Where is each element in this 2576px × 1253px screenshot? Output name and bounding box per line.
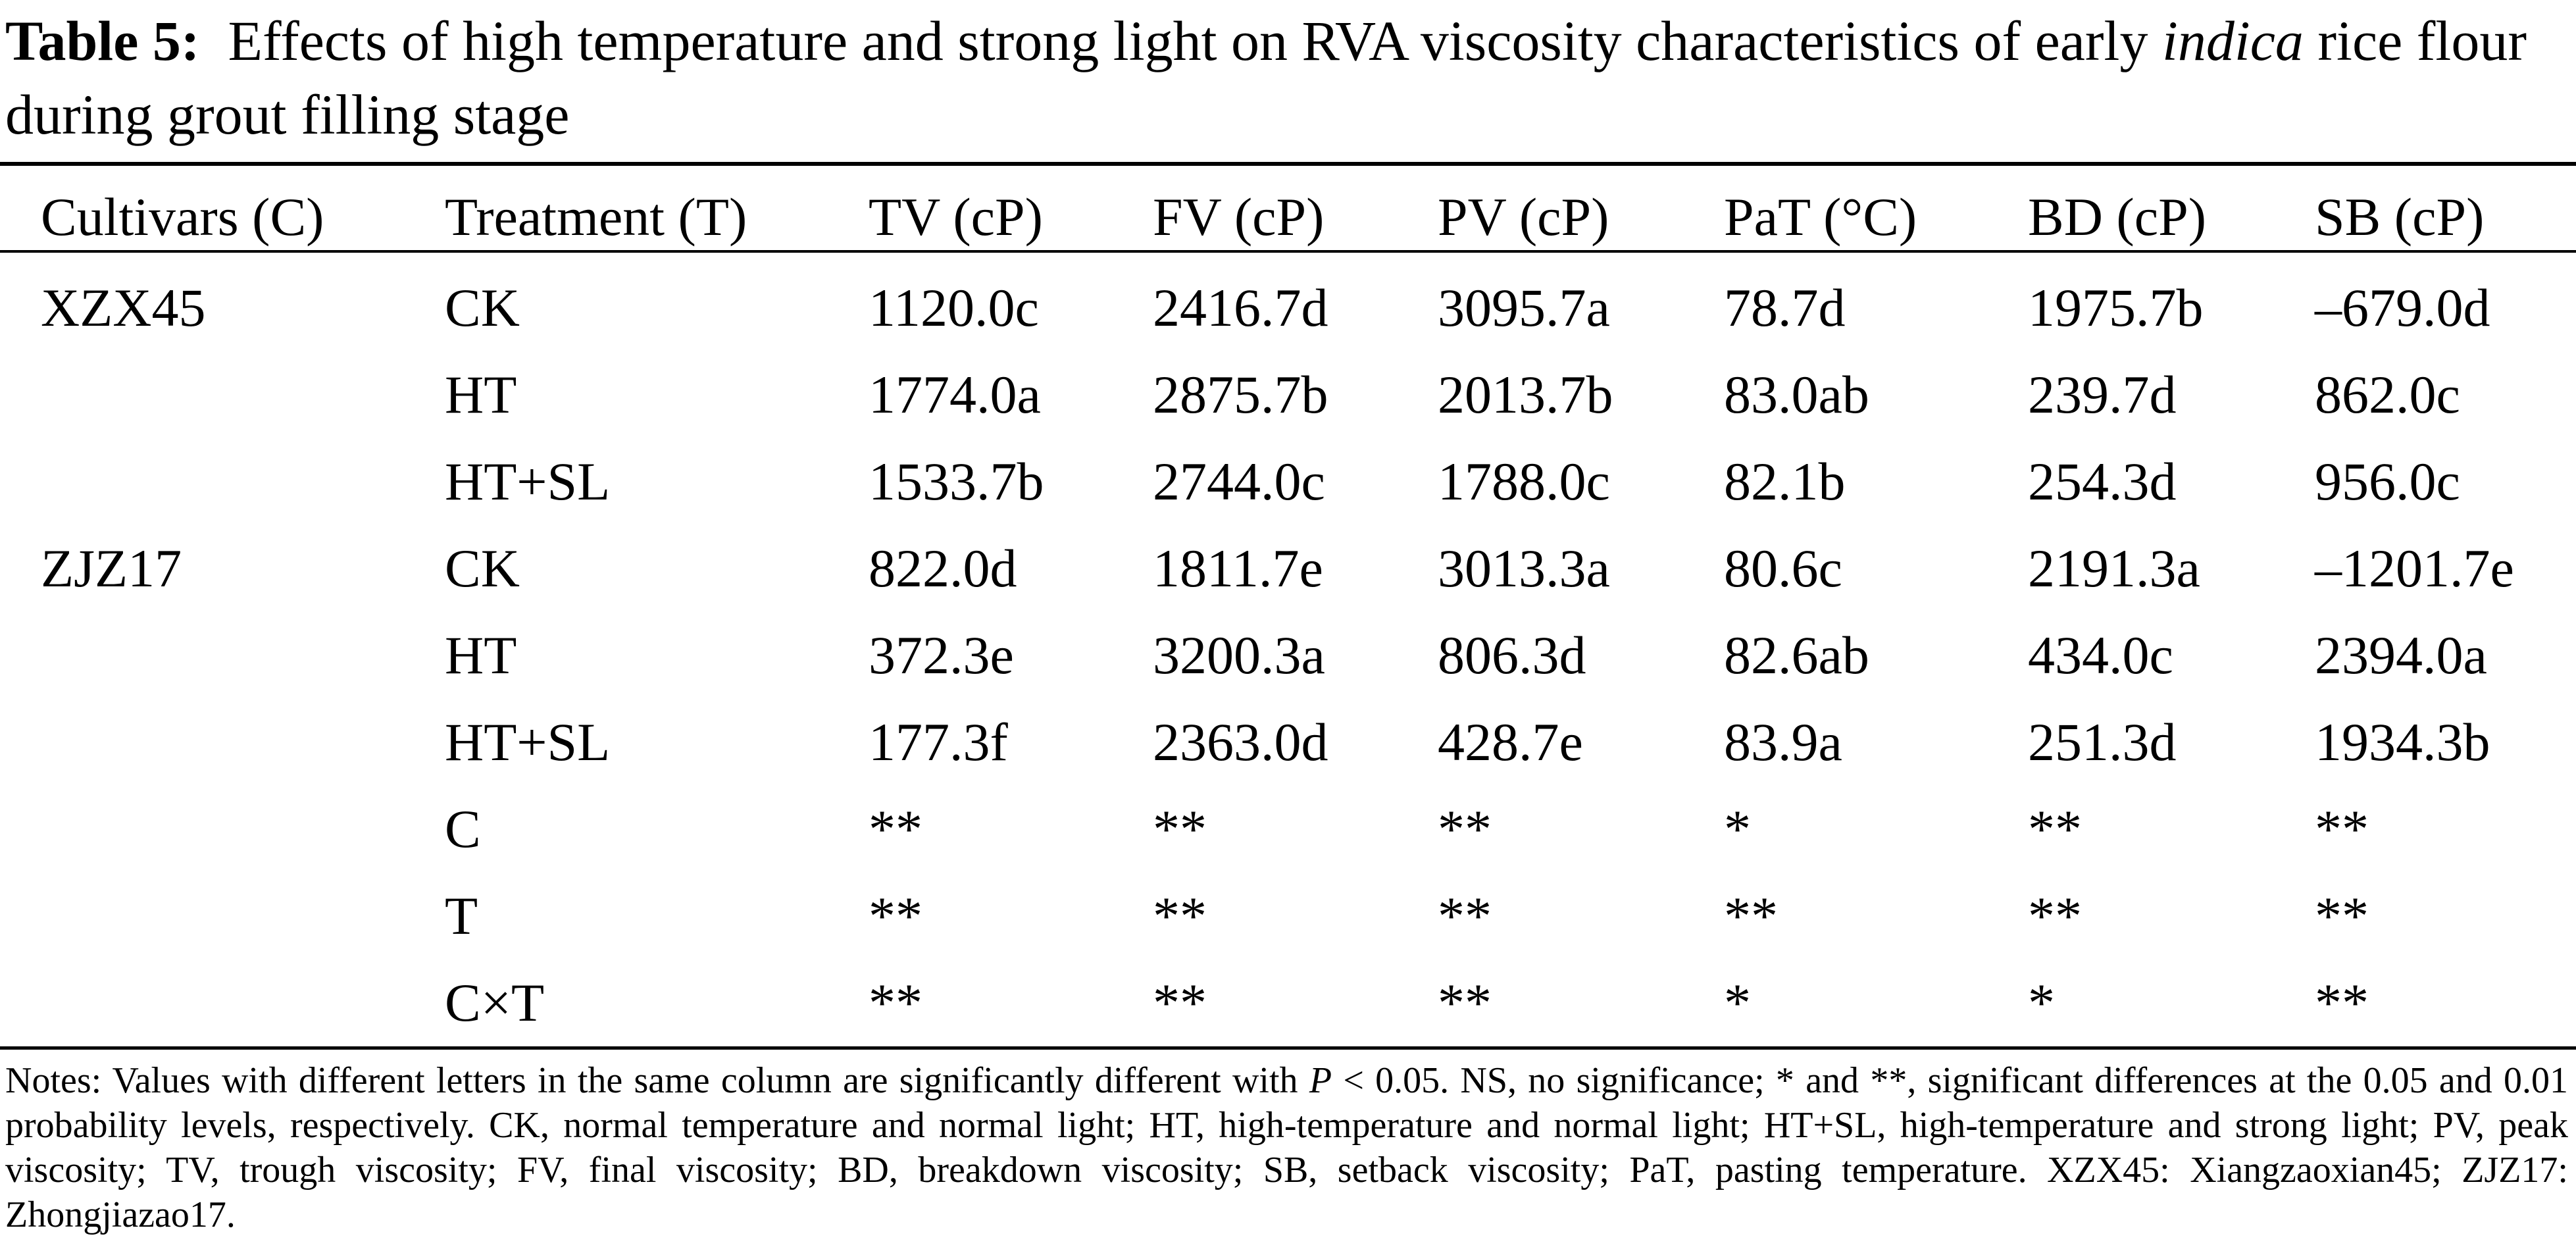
cell-bd: 254.3d: [2028, 451, 2177, 511]
header-fv: FV (cP): [1153, 187, 1325, 247]
cell-pat: **: [1724, 886, 1778, 946]
table-row: T ** ** ** ** ** **: [0, 884, 2576, 970]
header-treatment: Treatment (T): [445, 187, 747, 247]
cell-tv: **: [869, 973, 922, 1033]
cell-bd: **: [2028, 886, 2082, 946]
cell-fv: 1811.7e: [1153, 538, 1323, 598]
cell-tv: 822.0d: [869, 538, 1017, 598]
table-row: HT+SL 1533.7b 2744.0c 1788.0c 82.1b 254.…: [0, 450, 2576, 536]
cell-pv: 1788.0c: [1438, 451, 1610, 511]
cell-treatment: CK: [445, 278, 520, 338]
header-pv: PV (cP): [1438, 187, 1609, 247]
cell-pat: 82.6ab: [1724, 625, 1869, 685]
cell-bd: 434.0c: [2028, 625, 2173, 685]
cell-sb: **: [2315, 973, 2369, 1033]
header-bd: BD (cP): [2028, 187, 2207, 247]
cell-pat: 83.9a: [1724, 712, 1842, 772]
caption-text: Effects of high temperature and strong l…: [228, 9, 2148, 72]
cell-treatment: HT: [445, 625, 517, 685]
notes-text: Notes: Values with different letters in …: [5, 1060, 1298, 1101]
cell-tv: 1774.0a: [869, 365, 1041, 424]
cell-fv: **: [1153, 973, 1207, 1033]
cell-treatment: C×T: [445, 973, 545, 1033]
cell-pv: **: [1438, 886, 1492, 946]
cell-treatment: C: [445, 799, 481, 859]
table-notes: Notes: Values with different letters in …: [5, 1058, 2568, 1237]
cell-pv: 3013.3a: [1438, 538, 1610, 598]
table-row: C×T ** ** ** * * **: [0, 971, 2576, 1057]
caption-italic: indica: [2161, 9, 2304, 72]
cell-fv: **: [1153, 886, 1207, 946]
header-tv: TV (cP): [869, 187, 1043, 247]
cell-treatment: T: [445, 886, 478, 946]
cell-sb: 956.0c: [2315, 451, 2460, 511]
cell-pv: **: [1438, 799, 1492, 859]
cell-tv: 1120.0c: [869, 278, 1039, 338]
header-sb: SB (cP): [2315, 187, 2485, 247]
cell-pv: 3095.7a: [1438, 278, 1610, 338]
header-cultivars: Cultivars (C): [41, 187, 324, 247]
cell-pat: *: [1724, 973, 1751, 1033]
table-row: ZJZ17 CK 822.0d 1811.7e 3013.3a 80.6c 21…: [0, 537, 2576, 623]
cell-pv: **: [1438, 973, 1492, 1033]
cell-bd: **: [2028, 799, 2082, 859]
table-caption: Table 5: Effects of high temperature and…: [5, 4, 2571, 151]
table-row: HT 1774.0a 2875.7b 2013.7b 83.0ab 239.7d…: [0, 363, 2576, 449]
cell-fv: **: [1153, 799, 1207, 859]
cell-bd: 1975.7b: [2028, 278, 2204, 338]
cell-sb: 2394.0a: [2315, 625, 2487, 685]
cell-sb: –1201.7e: [2315, 538, 2514, 598]
cell-bd: 239.7d: [2028, 365, 2177, 424]
header-pat: PaT (°C): [1724, 187, 1917, 247]
cell-tv: 372.3e: [869, 625, 1014, 685]
cell-pat: 80.6c: [1724, 538, 1842, 598]
cell-tv: 1533.7b: [869, 451, 1044, 511]
table-row: C ** ** ** * ** **: [0, 798, 2576, 883]
cell-fv: 3200.3a: [1153, 625, 1325, 685]
cell-sb: **: [2315, 886, 2369, 946]
top-rule: [0, 162, 2576, 166]
cell-bd: *: [2028, 973, 2055, 1033]
cell-sb: 862.0c: [2315, 365, 2460, 424]
cell-fv: 2744.0c: [1153, 451, 1325, 511]
cell-sb: –679.0d: [2315, 278, 2490, 338]
cell-pv: 2013.7b: [1438, 365, 1613, 424]
cell-tv: 177.3f: [869, 712, 1008, 772]
cell-bd: 251.3d: [2028, 712, 2177, 772]
caption-text-end: rice flour during grout filling stage: [5, 9, 2527, 146]
cell-treatment: HT: [445, 365, 517, 424]
cell-treatment: HT+SL: [445, 712, 611, 772]
cell-pv: 806.3d: [1438, 625, 1586, 685]
cell-treatment: CK: [445, 538, 520, 598]
cell-treatment: HT+SL: [445, 451, 611, 511]
table-row: HT+SL 177.3f 2363.0d 428.7e 83.9a 251.3d…: [0, 711, 2576, 796]
cell-tv: **: [869, 886, 922, 946]
notes-italic: P: [1309, 1060, 1332, 1101]
bottom-rule: [0, 1046, 2576, 1050]
cell-fv: 2363.0d: [1153, 712, 1328, 772]
table-row: HT 372.3e 3200.3a 806.3d 82.6ab 434.0c 2…: [0, 624, 2576, 709]
table-row: XZX45 CK 1120.0c 2416.7d 3095.7a 78.7d 1…: [0, 276, 2576, 362]
cell-bd: 2191.3a: [2028, 538, 2200, 598]
cell-cultivar: ZJZ17: [41, 538, 182, 598]
cell-pat: 82.1b: [1724, 451, 1846, 511]
cell-pat: *: [1724, 799, 1751, 859]
cell-fv: 2416.7d: [1153, 278, 1328, 338]
cell-pv: 428.7e: [1438, 712, 1583, 772]
cell-pat: 78.7d: [1724, 278, 1846, 338]
notes-text-end: < 0.05. NS, no significance; * and **, s…: [5, 1060, 2569, 1235]
cell-cultivar: XZX45: [41, 278, 206, 338]
cell-sb: 1934.3b: [2315, 712, 2490, 772]
cell-pat: 83.0ab: [1724, 365, 1869, 424]
table-label: Table 5:: [5, 9, 200, 72]
cell-sb: **: [2315, 799, 2369, 859]
header-rule: [0, 250, 2576, 253]
cell-tv: **: [869, 799, 922, 859]
cell-fv: 2875.7b: [1153, 365, 1328, 424]
